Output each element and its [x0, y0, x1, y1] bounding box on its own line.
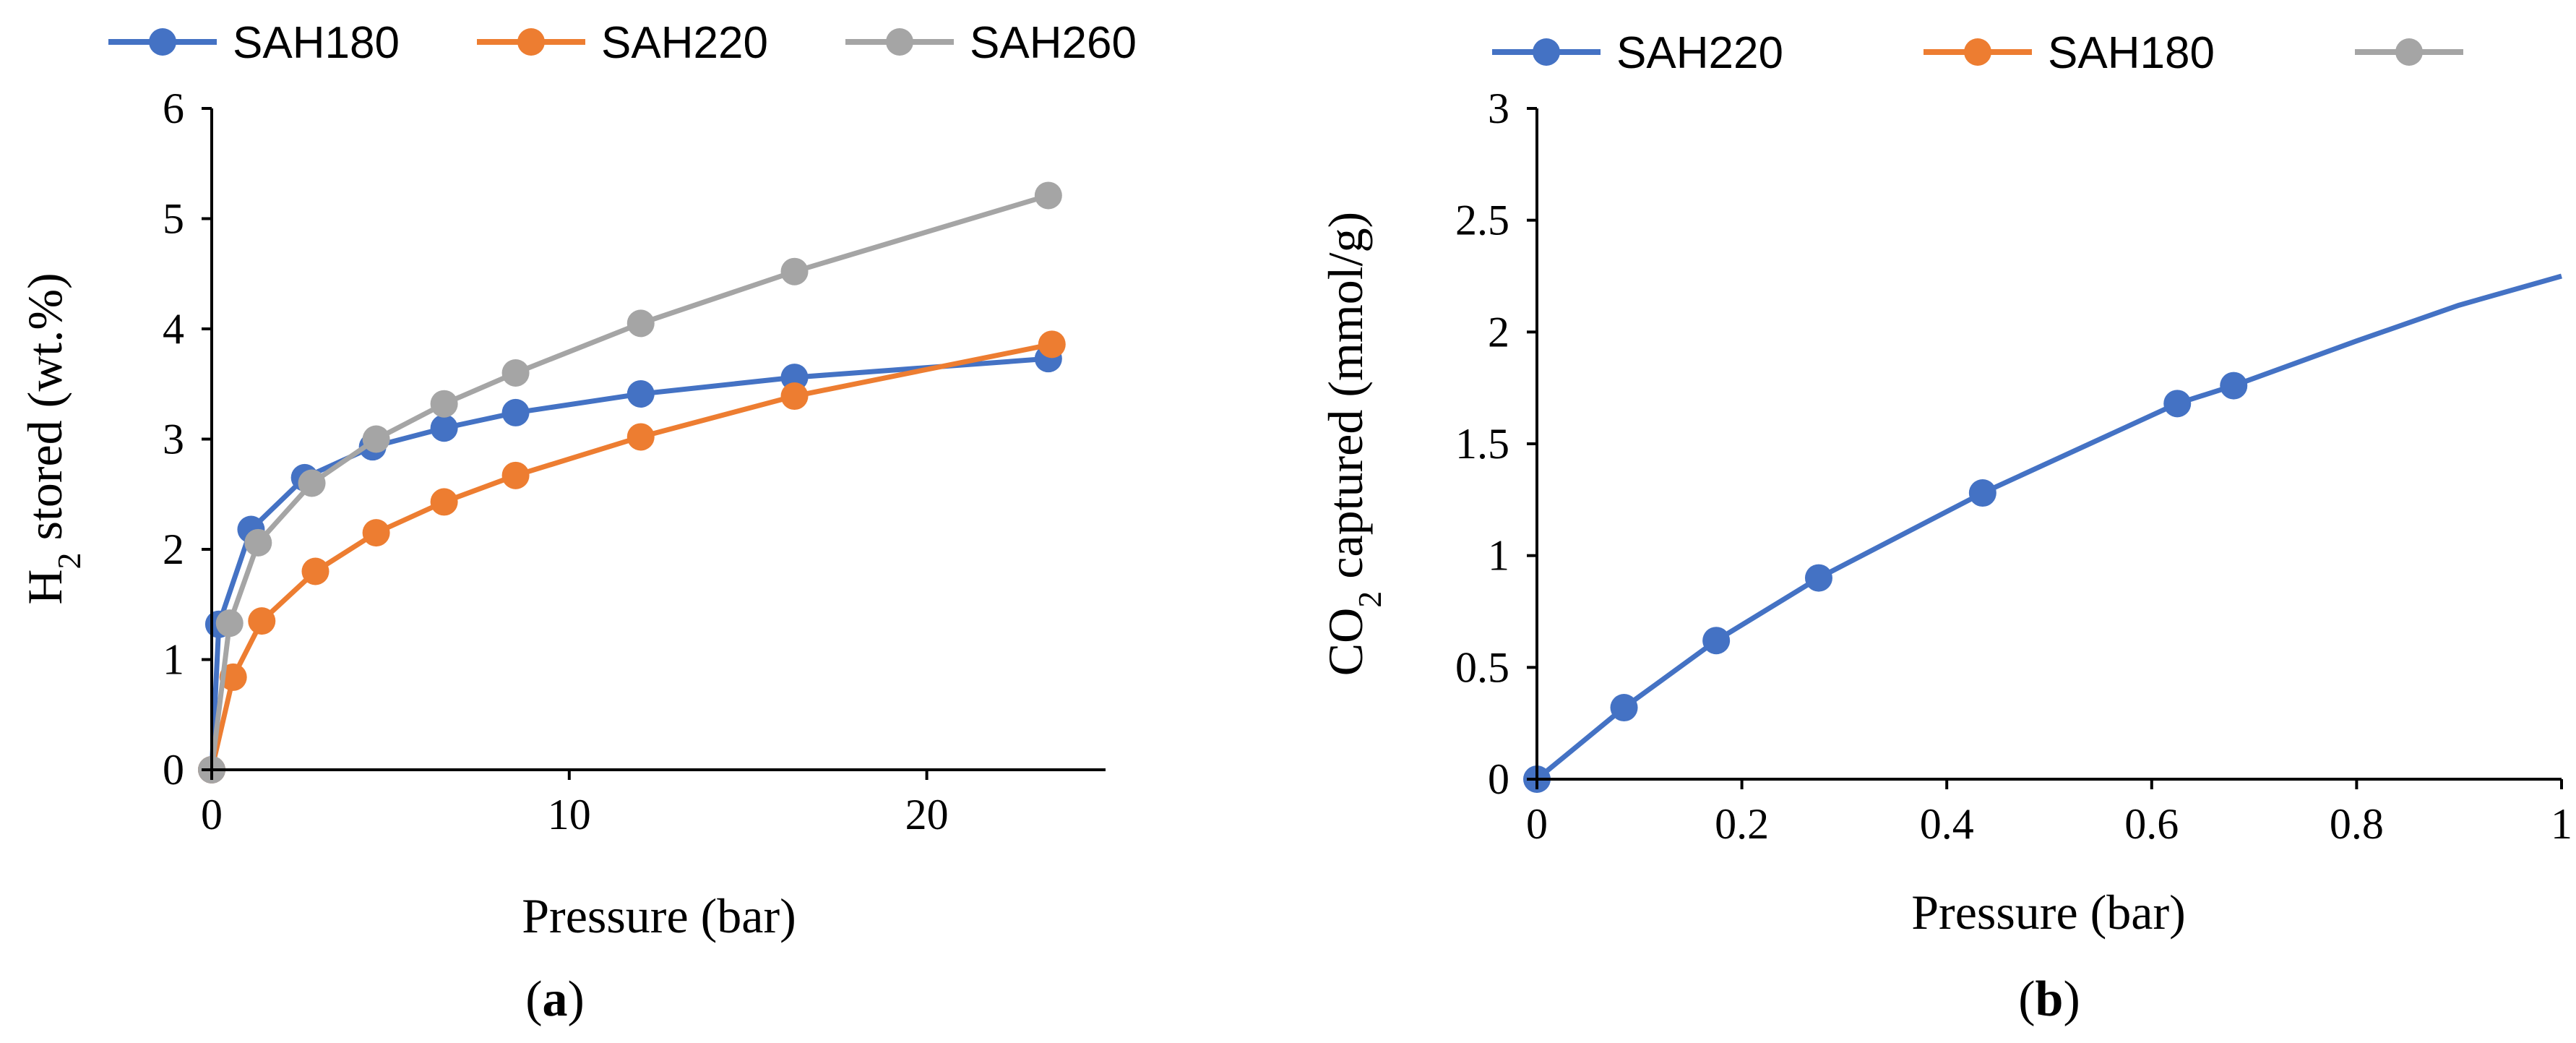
legend-label: SAH180 [233, 18, 400, 68]
data-point-sah220 [1610, 694, 1638, 722]
data-point-sah260 [362, 425, 390, 453]
data-point-sah180 [501, 398, 530, 426]
y-tick-label: 2 [163, 525, 184, 573]
y-tick-label: 1 [163, 636, 184, 684]
legend-swatch-marker [886, 28, 913, 56]
series-line-sah220 [1535, 273, 2562, 781]
legend-label: SAH260 [970, 18, 1137, 68]
data-point-sah220 [2163, 390, 2192, 418]
data-point-sah260 [298, 469, 326, 497]
legend-b: SAH220 SAH180 [1492, 28, 2463, 78]
x-tick-label: 0 [201, 791, 223, 838]
data-point-sah220 [430, 488, 458, 516]
y-tick-label: 1.5 [1455, 420, 1509, 468]
panel-label-a-open: ( [525, 971, 542, 1027]
y-tick-label: 6 [163, 85, 184, 132]
data-point-sah220 [301, 557, 329, 585]
data-point-sah220 [1968, 479, 1996, 507]
legend-swatch-marker [1533, 38, 1560, 66]
y-axis-title-b-pre: CO [1318, 608, 1373, 676]
data-point-sah220 [1804, 564, 1832, 592]
y-axis-title-a: H2 stored (wt.%) [17, 272, 87, 604]
legend-label: SAH220 [601, 18, 768, 68]
data-point-sah260 [626, 309, 655, 338]
y-axis-title-b: CO2 captured (mmol/g) [1318, 212, 1388, 676]
y-tick-label: 4 [163, 305, 184, 353]
y-tick-label: 3 [1488, 85, 1509, 132]
data-point-sah260 [215, 609, 244, 638]
series-line-sah260 [209, 193, 1049, 771]
panel-label-b-close: ) [2063, 971, 2080, 1027]
chart-panel-a: SAH180 SAH220 SAH260 0 1 2 3 4 5 6 0 10 20 Pressure… [17, 18, 1137, 1027]
series-line-sah180 [209, 356, 1049, 771]
x-tick-label: 0 [1526, 800, 1548, 848]
x-tick-label: 0.6 [2124, 800, 2179, 848]
panel-label-a-letter: a [543, 971, 568, 1027]
data-point-sah260 [244, 528, 272, 557]
ticks-a: 0 1 2 3 4 5 6 0 10 20 [163, 85, 949, 838]
data-point-sah180 [626, 379, 655, 408]
data-point-sah220 [362, 519, 390, 547]
chart-panel-b: SAH220 SAH180 0 0.5 1 1.5 2 2.5 3 0 0.2 0.4 0.6 0.8 1… [1318, 28, 2572, 1027]
y-tick-label: 1 [1488, 532, 1509, 580]
legend-swatch-marker [1964, 38, 1991, 66]
data-point-sah220 [780, 382, 809, 411]
y-tick-label: 5 [163, 195, 184, 243]
data-point-sah260 [780, 257, 809, 286]
data-point-sah180 [430, 414, 458, 442]
legend-swatch-marker [2395, 38, 2423, 66]
y-tick-label: 2.5 [1455, 197, 1509, 244]
y-axis-title-a-sub: 2 [51, 553, 87, 570]
data-point-sah220 [1038, 330, 1066, 359]
data-point-sah260 [430, 390, 458, 418]
x-tick-label: 1 [2551, 800, 2572, 848]
data-point-sah220 [626, 423, 655, 451]
legend-label: SAH220 [1616, 28, 1783, 78]
data-point-sah220 [2220, 372, 2248, 400]
panel-label-a-close: ) [568, 971, 585, 1027]
y-tick-label: 0.5 [1455, 643, 1509, 691]
data-point-sah220 [501, 461, 530, 489]
x-tick-label: 0.2 [1715, 800, 1769, 848]
x-tick-label: 0.8 [2330, 800, 2384, 848]
y-tick-label: 3 [163, 416, 184, 463]
panel-label-b-open: ( [2018, 971, 2035, 1027]
y-axis-title-a-pre: H [17, 570, 72, 605]
series-group-a [198, 181, 1066, 784]
legend-label: SAH180 [2048, 28, 2215, 78]
data-point-sah260 [1034, 181, 1062, 210]
data-point-sah220 [248, 607, 276, 635]
y-tick-label: 2 [1488, 308, 1509, 356]
x-tick-label: 10 [548, 791, 591, 838]
data-point-sah260 [501, 359, 530, 387]
x-axis-title-b: Pressure (bar) [1911, 885, 2186, 940]
ticks-b: 0 0.5 1 1.5 2 2.5 3 0 0.2 0.4 0.6 0.8 1 [1455, 85, 2572, 848]
x-axis-title-a: Pressure (bar) [522, 888, 796, 943]
panel-label-a: (a) [525, 971, 585, 1027]
y-tick-label: 0 [1488, 755, 1509, 803]
x-tick-label: 0.4 [1920, 800, 1974, 848]
legend-swatch-marker [517, 28, 545, 56]
panel-label-b-letter: b [2036, 971, 2064, 1027]
y-axis-title-b-post: captured (mmol/g) [1318, 212, 1373, 591]
series-line-sah220 [209, 341, 1053, 771]
y-axis-title-b-sub: 2 [1351, 591, 1388, 608]
legend-a: SAH180 SAH220 SAH260 [108, 18, 1137, 68]
series-group-b [1523, 273, 2562, 793]
y-axis-title-a-post: stored (wt.%) [17, 272, 72, 552]
panel-label-b: (b) [2018, 971, 2080, 1027]
y-tick-label: 0 [163, 746, 184, 794]
legend-swatch-marker [149, 28, 176, 56]
data-point-sah220 [1702, 627, 1731, 655]
x-tick-label: 20 [905, 791, 949, 838]
